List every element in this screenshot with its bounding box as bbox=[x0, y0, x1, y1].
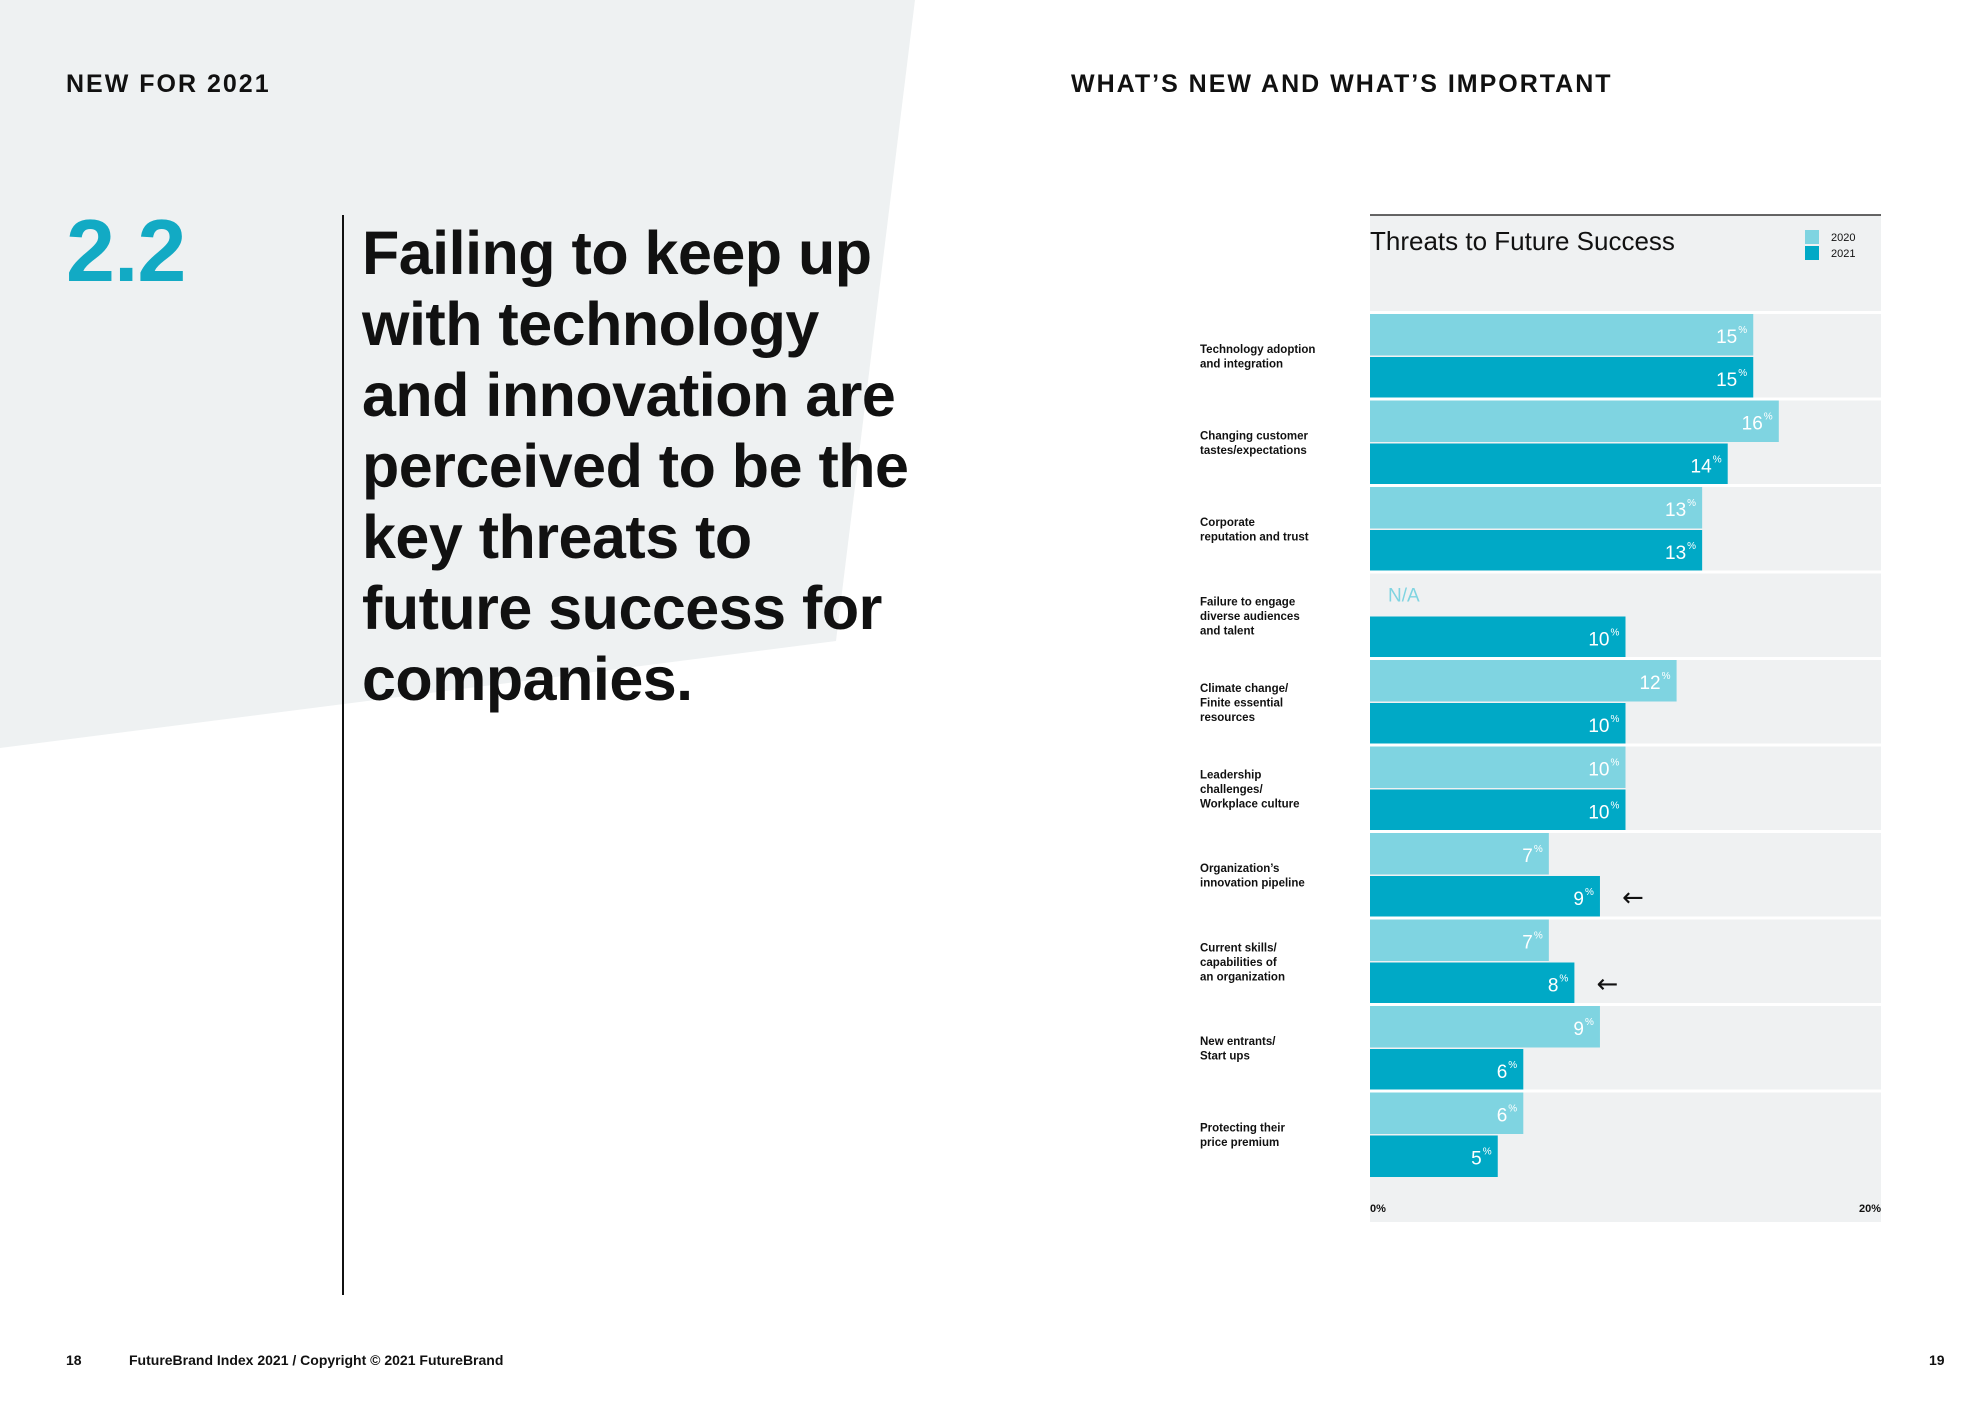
bar-2020 bbox=[1370, 746, 1626, 788]
bar-value-unit: % bbox=[1687, 498, 1696, 509]
category-label: Current skills/capabilities of an organiz… bbox=[1200, 942, 1285, 983]
category-label: Corporate reputation and trust bbox=[1200, 517, 1309, 544]
category-label: Climate change/Finite essential resources bbox=[1200, 683, 1289, 724]
bar-value-unit: % bbox=[1585, 887, 1594, 898]
category-label: Protecting their price premium bbox=[1200, 1123, 1286, 1150]
bar-value-label: 15 bbox=[1716, 370, 1737, 391]
arrow-icon: ← bbox=[1596, 970, 1618, 1000]
bar-value-label: 14 bbox=[1691, 457, 1713, 478]
group-separator bbox=[1370, 311, 1881, 314]
bar-value-unit: % bbox=[1738, 325, 1747, 336]
bar-value-label: 10 bbox=[1588, 803, 1609, 824]
bar-value-label: 5 bbox=[1471, 1149, 1482, 1170]
group-separator bbox=[1370, 397, 1881, 401]
bar-value-unit: % bbox=[1508, 1060, 1517, 1071]
group-separator bbox=[1370, 570, 1881, 574]
bar-2020 bbox=[1370, 314, 1754, 356]
bar-value-unit: % bbox=[1559, 974, 1568, 985]
bar-2021 bbox=[1370, 703, 1626, 745]
bar-value-label: 10 bbox=[1588, 760, 1609, 781]
right-header: WHAT’S NEW AND WHAT’S IMPORTANT bbox=[1071, 70, 1613, 98]
divider-line bbox=[342, 215, 344, 1295]
bar-2020 bbox=[1370, 1092, 1524, 1134]
left-header: NEW FOR 2021 bbox=[66, 70, 271, 98]
bar-value-label: 16 bbox=[1742, 414, 1763, 435]
arrow-icon: ← bbox=[1622, 883, 1644, 913]
x-tick-label: 0% bbox=[1370, 1203, 1386, 1215]
group-separator bbox=[1370, 484, 1881, 487]
bar-2020 bbox=[1370, 400, 1779, 442]
bar-2020 bbox=[1370, 660, 1677, 702]
bar-2021 bbox=[1370, 876, 1600, 918]
bar-value-label: 9 bbox=[1573, 1019, 1584, 1040]
legend-swatch-2021 bbox=[1805, 246, 1819, 260]
bar-value-label: 8 bbox=[1548, 976, 1559, 997]
bar-value-unit: % bbox=[1611, 628, 1620, 639]
group-separator bbox=[1370, 657, 1881, 660]
bar-value-unit: % bbox=[1483, 1147, 1492, 1158]
bar-2020 bbox=[1370, 833, 1549, 875]
bar-2021 bbox=[1370, 962, 1575, 1004]
category-label: Organization’s innovation pipeline bbox=[1200, 863, 1305, 890]
bar-value-unit: % bbox=[1534, 844, 1543, 855]
group-separator bbox=[1370, 1089, 1881, 1093]
headline: Failing to keep up with technology and i… bbox=[362, 219, 909, 713]
bar-value-unit: % bbox=[1611, 801, 1620, 812]
threats-chart: Threats to Future Success 2020 2021 Technol… bbox=[1200, 214, 1881, 1222]
bar-value-label: 6 bbox=[1497, 1106, 1508, 1127]
chart-title: Threats to Future Success bbox=[1370, 226, 1675, 256]
bar-value-label: 10 bbox=[1588, 716, 1609, 737]
bar-2020 bbox=[1370, 487, 1703, 529]
bar-2021 bbox=[1370, 616, 1626, 658]
bar-value-unit: % bbox=[1508, 1104, 1517, 1115]
category-label: New entrants/Start ups bbox=[1200, 1036, 1276, 1063]
legend-label-2020: 2020 bbox=[1831, 232, 1855, 244]
legend-swatch-2020 bbox=[1805, 230, 1819, 244]
category-label: Technology adoption and integration bbox=[1200, 344, 1315, 371]
legend-label-2021: 2021 bbox=[1831, 248, 1855, 260]
x-tick-label: 20% bbox=[1859, 1203, 1881, 1215]
bar-value-label: 7 bbox=[1522, 933, 1533, 954]
bar-value-unit: % bbox=[1764, 412, 1773, 423]
bar-value-unit: % bbox=[1611, 758, 1620, 769]
footer-copyright: FutureBrand Index 2021 / Copyright © 202… bbox=[129, 1352, 504, 1368]
bar-value-label: 6 bbox=[1497, 1062, 1508, 1083]
bar-value-unit: % bbox=[1585, 1017, 1594, 1028]
category-label: Leadership challenges/Workplace culture bbox=[1200, 769, 1300, 810]
bar-2021 bbox=[1370, 789, 1626, 831]
bar-2021 bbox=[1370, 443, 1728, 485]
bar-value-unit: % bbox=[1713, 455, 1722, 466]
bar-value-label: 9 bbox=[1573, 889, 1584, 910]
bar-value-unit: % bbox=[1662, 671, 1671, 682]
bar-2020 bbox=[1370, 1006, 1600, 1048]
bar-value-label: 12 bbox=[1639, 673, 1660, 694]
bar-2021 bbox=[1370, 357, 1754, 399]
left-page-number: 18 bbox=[66, 1352, 82, 1368]
category-label: Changing customer tastes/expectations bbox=[1200, 431, 1309, 458]
bar-value-label: 13 bbox=[1665, 500, 1686, 521]
section-number: 2.2 bbox=[66, 201, 186, 300]
group-separator bbox=[1370, 743, 1881, 747]
bar-value-label: 7 bbox=[1522, 846, 1533, 867]
bar-value-unit: % bbox=[1687, 541, 1696, 552]
bar-value-label: 15 bbox=[1716, 327, 1737, 348]
bar-value-label: 13 bbox=[1665, 543, 1686, 564]
group-separator bbox=[1370, 830, 1881, 833]
bar-value-unit: % bbox=[1611, 714, 1620, 725]
bar-2021 bbox=[1370, 1135, 1498, 1177]
missing-label: N/A bbox=[1388, 586, 1420, 607]
right-page-number: 19 bbox=[1929, 1352, 1945, 1368]
category-label: Failure to engage diverse audiences and ta… bbox=[1200, 596, 1300, 637]
bar-value-label: 10 bbox=[1588, 630, 1609, 651]
group-separator bbox=[1370, 916, 1881, 920]
bar-2021 bbox=[1370, 530, 1703, 572]
bar-value-unit: % bbox=[1534, 931, 1543, 942]
group-separator bbox=[1370, 1003, 1881, 1006]
bar-2021 bbox=[1370, 1049, 1524, 1091]
bar-value-unit: % bbox=[1738, 368, 1747, 379]
bar-2020 bbox=[1370, 919, 1549, 961]
